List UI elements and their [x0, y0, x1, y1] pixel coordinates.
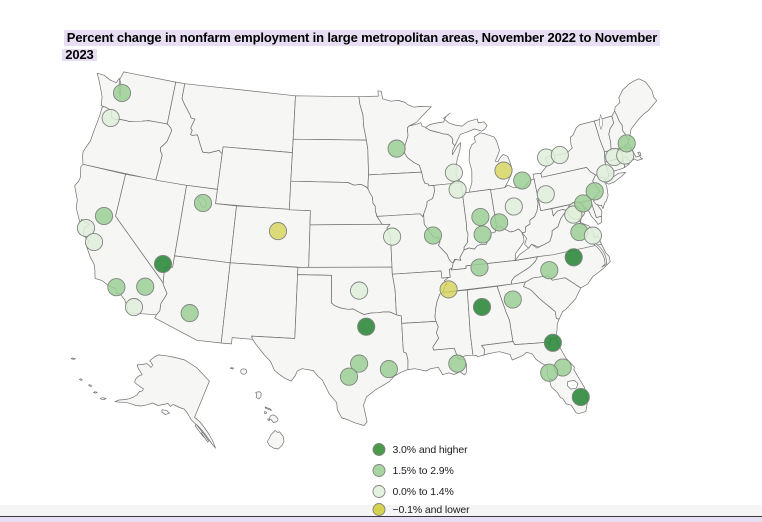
svg-text:−0.1% and lower: −0.1% and lower — [393, 504, 471, 516]
svg-text:3.0% and higher: 3.0% and higher — [393, 444, 469, 456]
svg-text:1.5% to 2.9%: 1.5% to 2.9% — [393, 465, 454, 477]
svg-text:0.0% to 1.4%: 0.0% to 1.4% — [393, 486, 454, 498]
